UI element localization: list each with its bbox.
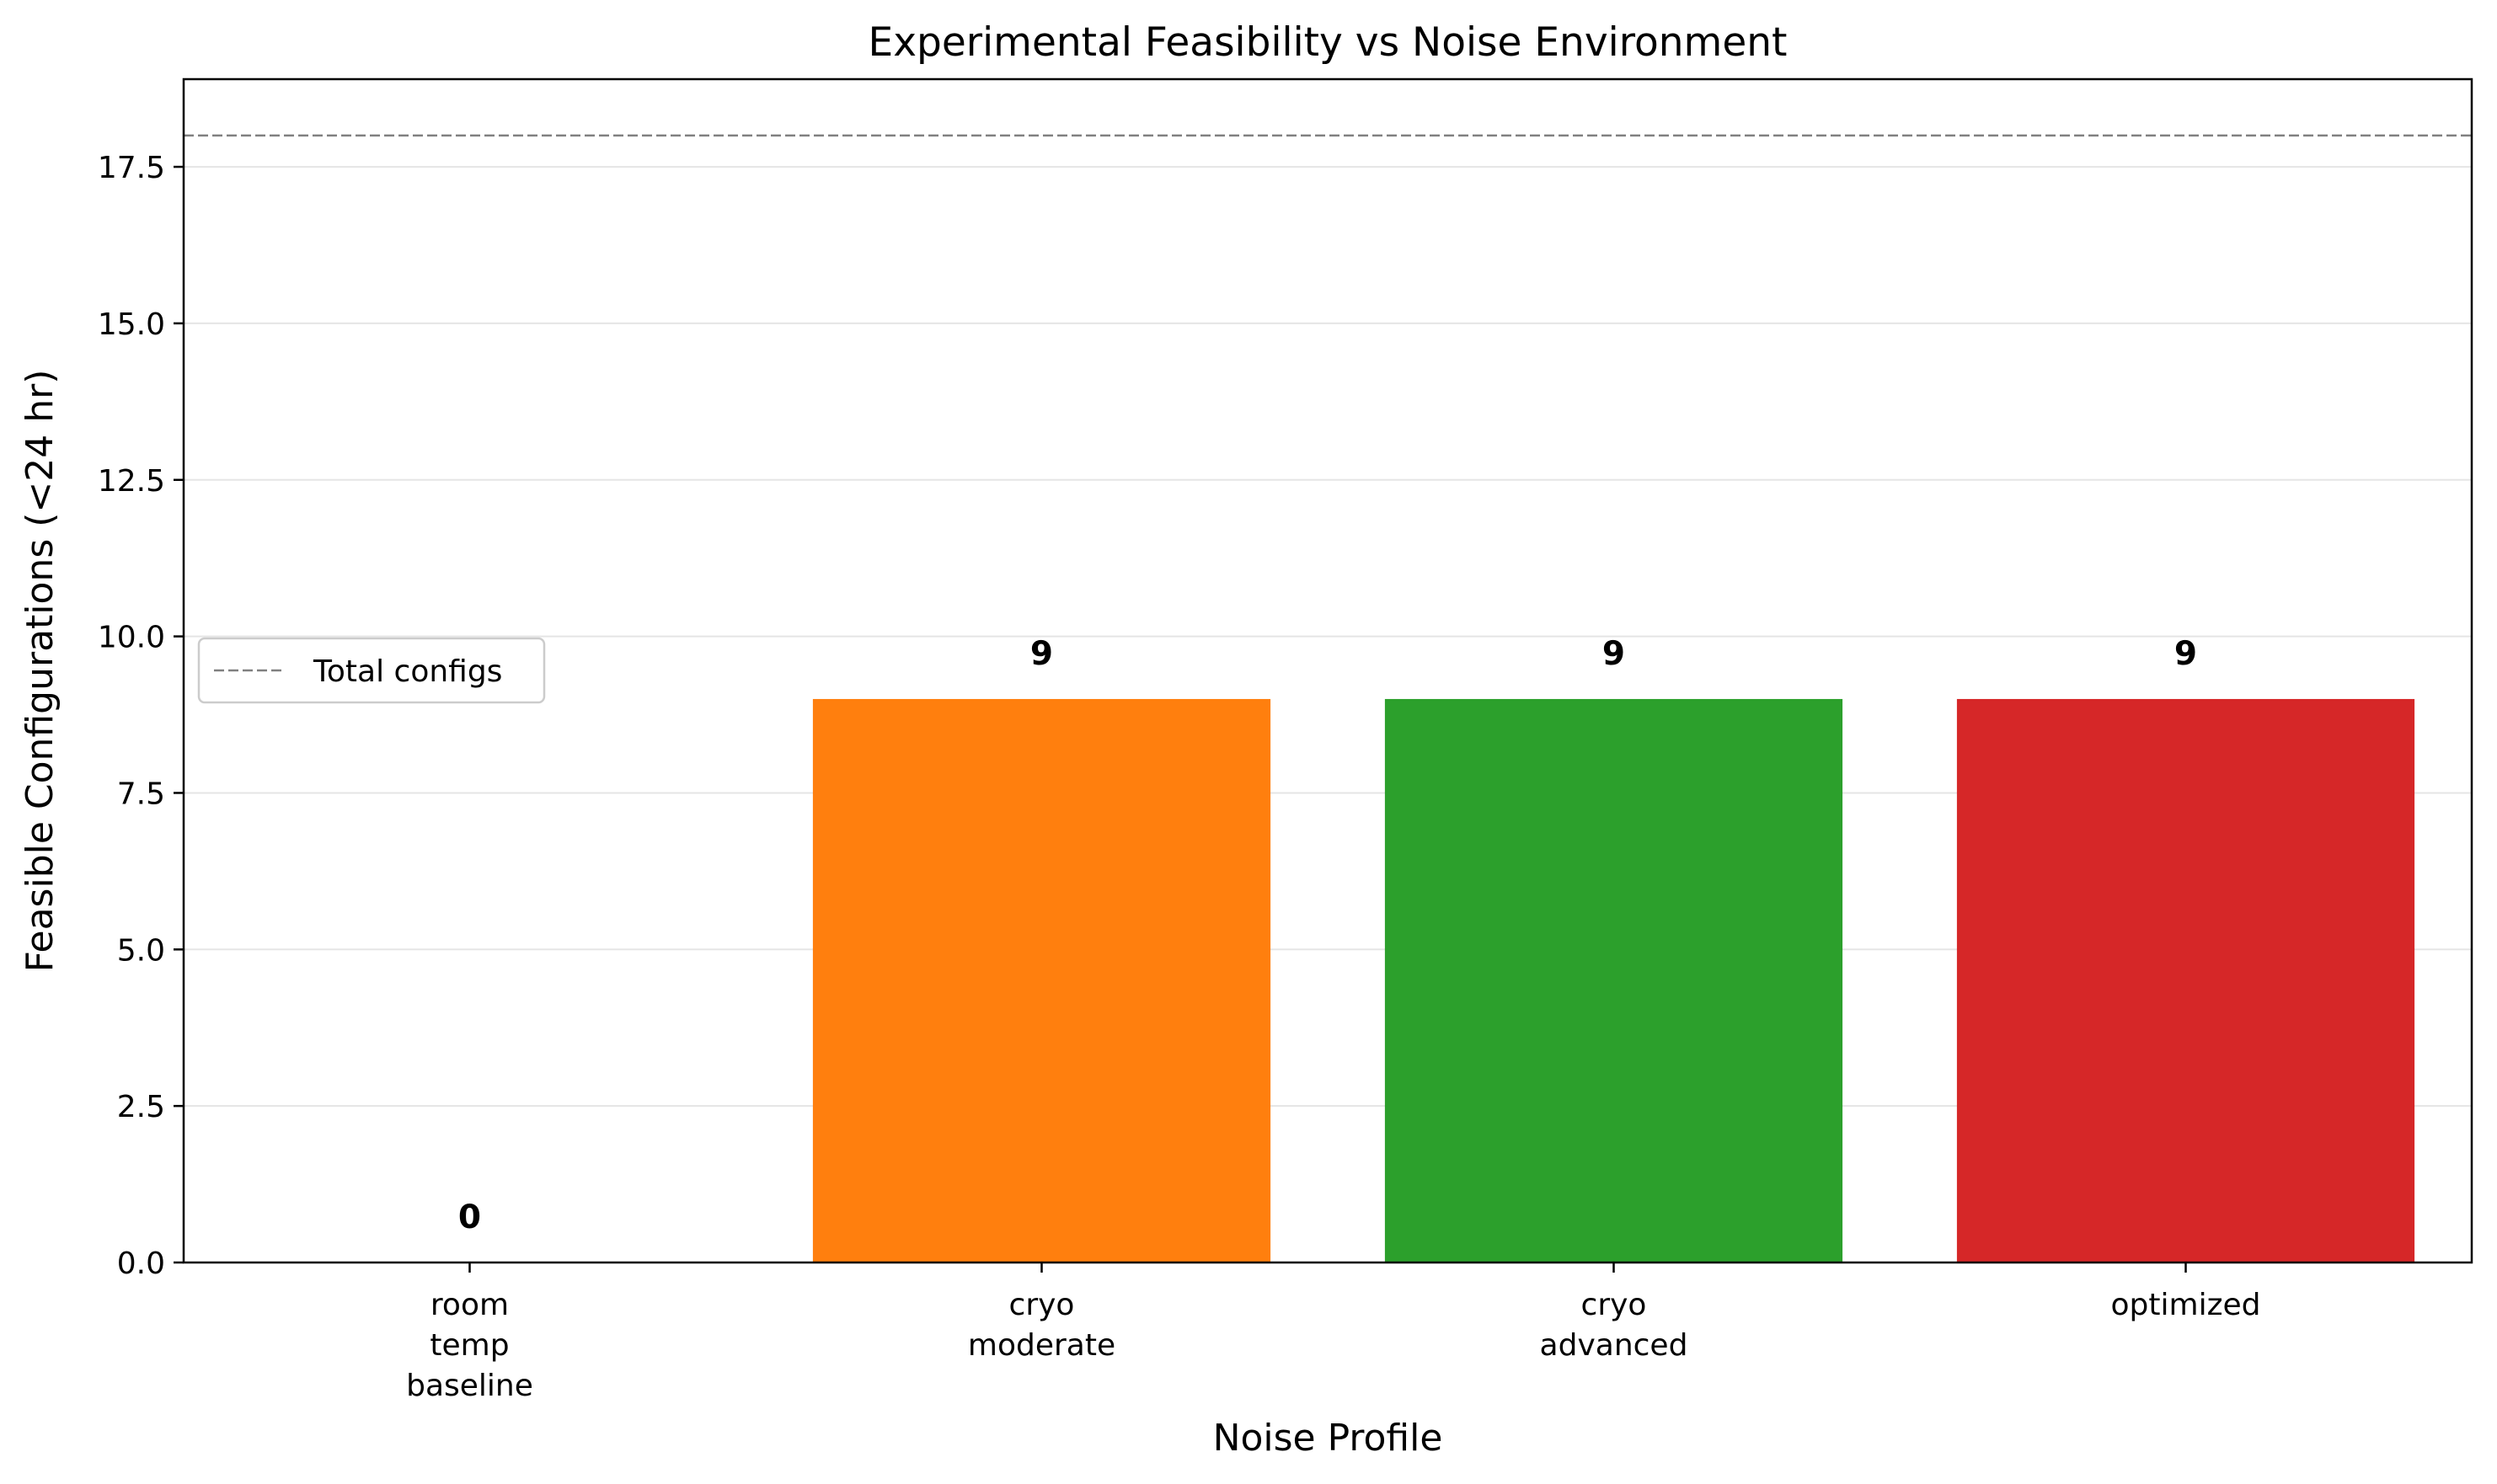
y-tick-label: 0.0 — [117, 1246, 165, 1281]
y-tick-label: 2.5 — [117, 1090, 165, 1124]
plot-frame — [182, 77, 2473, 1264]
y-tick-label: 17.5 — [98, 151, 165, 185]
x-axis: room temp baseline cryo moderate cryo advanced… — [406, 1262, 2260, 1403]
bar — [1956, 698, 2415, 1262]
legend-entry-label: Total configs — [313, 654, 502, 689]
y-axis-label: Feasible Configurations (<24 hr) — [19, 370, 61, 973]
bar — [812, 698, 1271, 1262]
y-tick-label: 10.0 — [98, 621, 165, 655]
legend-box — [197, 637, 546, 704]
bars — [812, 698, 2415, 1262]
bar — [1384, 698, 1843, 1262]
chart-title: Experimental Feasibility vs Noise Enviro… — [869, 19, 1788, 66]
x-tick-label: optimized — [2111, 1288, 2261, 1322]
data-label: 0 — [458, 1198, 481, 1236]
data-label: 9 — [1030, 635, 1053, 673]
y-axis: 0.0 2.5 5.0 7.5 10.0 12.5 15.0 17.5 — [98, 151, 184, 1281]
x-tick-label: room temp baseline — [406, 1288, 533, 1403]
data-labels: 0 9 9 9 — [458, 635, 2197, 1236]
data-label: 9 — [1602, 635, 1625, 673]
legend[interactable]: Total configs — [197, 637, 546, 704]
y-tick-label: 15.0 — [98, 307, 165, 342]
y-tick-label: 7.5 — [117, 777, 165, 811]
x-tick-label: cryo moderate — [968, 1288, 1115, 1363]
y-tick-label: 12.5 — [98, 464, 165, 499]
data-label: 9 — [2174, 635, 2197, 673]
x-tick-label: cryo advanced — [1540, 1288, 1688, 1363]
x-axis-label: Noise Profile — [1213, 1417, 1443, 1460]
y-tick-label: 5.0 — [117, 933, 165, 968]
